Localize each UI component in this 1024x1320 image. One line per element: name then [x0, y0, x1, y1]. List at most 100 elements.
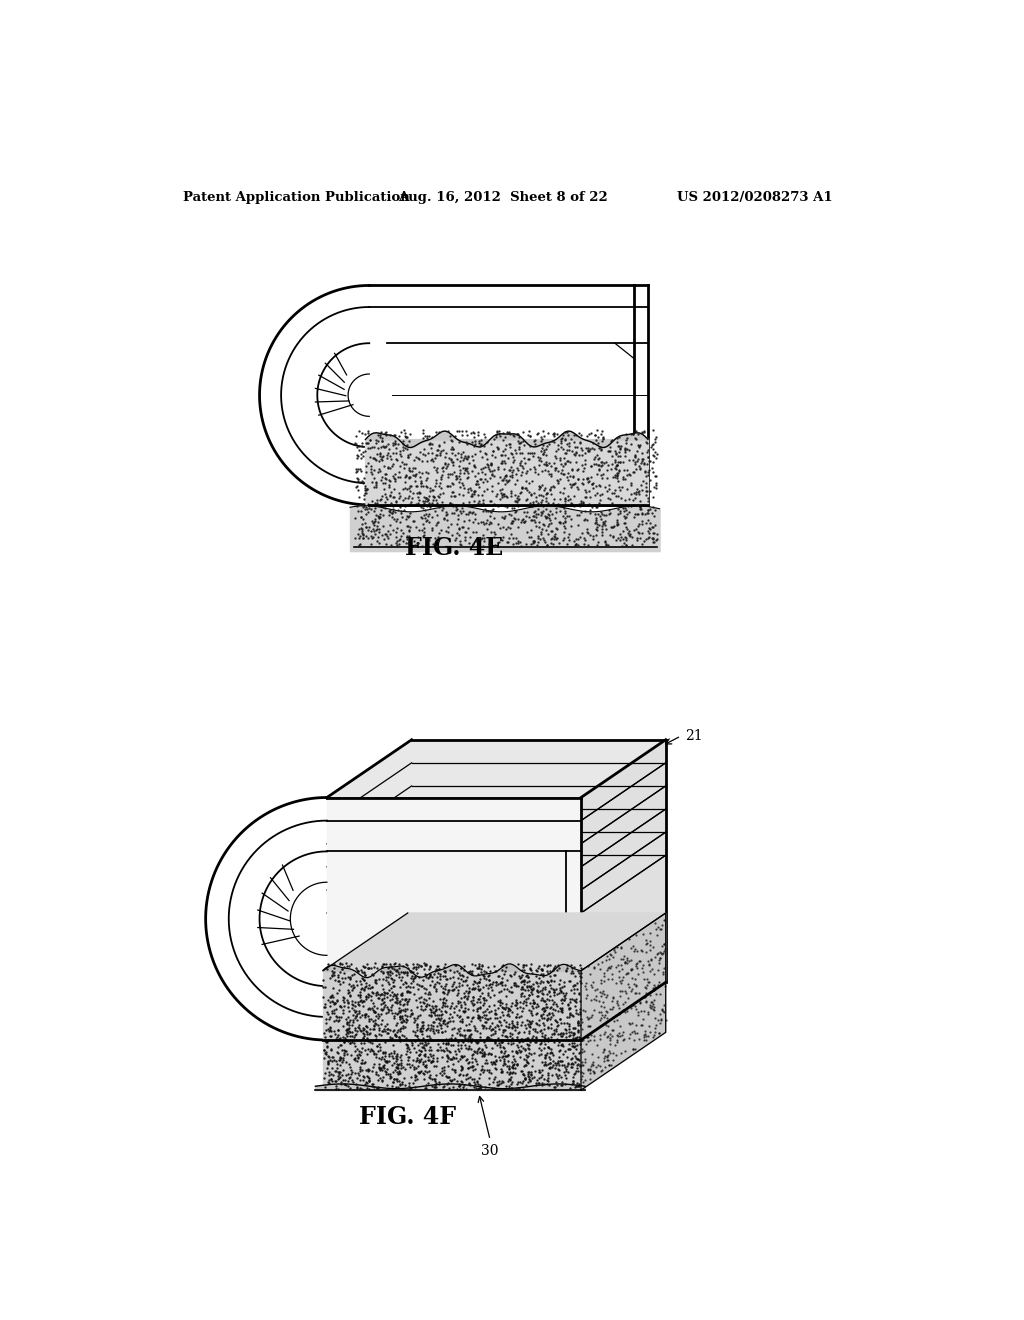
Point: [538, 454, 554, 475]
Point: [398, 1010, 415, 1031]
Point: [559, 506, 575, 527]
Point: [484, 1019, 501, 1040]
Point: [411, 1049, 427, 1071]
Point: [509, 424, 525, 445]
Point: [412, 991, 428, 1012]
Point: [442, 1041, 459, 1063]
Point: [336, 962, 352, 983]
Point: [502, 1069, 518, 1090]
Point: [551, 1031, 567, 1052]
Point: [399, 434, 416, 455]
Point: [352, 970, 369, 991]
Point: [602, 1053, 618, 1074]
Point: [473, 528, 489, 549]
Point: [468, 474, 484, 495]
Point: [609, 994, 626, 1015]
Point: [543, 970, 559, 991]
Point: [467, 972, 483, 993]
Point: [550, 954, 566, 975]
Point: [470, 474, 486, 495]
Point: [452, 466, 468, 487]
Point: [563, 958, 580, 979]
Point: [541, 1057, 557, 1078]
Point: [423, 1005, 439, 1026]
Point: [571, 1015, 588, 1036]
Point: [433, 1015, 450, 1036]
Point: [477, 1036, 494, 1057]
Point: [418, 954, 434, 975]
Point: [591, 459, 607, 480]
Point: [444, 451, 461, 473]
Point: [356, 478, 373, 499]
Point: [539, 507, 555, 528]
Point: [456, 1076, 472, 1097]
Point: [360, 1068, 377, 1089]
Point: [639, 1001, 655, 1022]
Point: [617, 424, 634, 445]
Point: [479, 1027, 496, 1048]
Point: [315, 997, 332, 1018]
Point: [571, 1076, 588, 1097]
Point: [472, 469, 488, 490]
Point: [610, 513, 627, 535]
Point: [493, 1035, 509, 1056]
Point: [429, 492, 445, 513]
Point: [464, 978, 480, 999]
Point: [427, 960, 443, 981]
Point: [343, 975, 359, 997]
Point: [473, 982, 489, 1003]
Point: [629, 1023, 645, 1044]
Point: [367, 1010, 383, 1031]
Point: [381, 1043, 397, 1064]
Point: [375, 1020, 391, 1041]
Point: [565, 432, 582, 453]
Point: [611, 1015, 628, 1036]
Point: [406, 511, 422, 532]
Point: [365, 1018, 381, 1039]
Point: [316, 1040, 333, 1061]
Point: [355, 1020, 372, 1041]
Point: [495, 1005, 511, 1026]
Point: [436, 954, 453, 975]
Point: [475, 500, 492, 521]
Point: [480, 965, 497, 986]
Point: [340, 982, 356, 1003]
Point: [496, 1045, 512, 1067]
Point: [436, 975, 453, 997]
Point: [595, 981, 611, 1002]
Point: [597, 1022, 613, 1043]
Point: [503, 436, 519, 457]
Point: [430, 511, 446, 532]
Point: [501, 1057, 517, 1078]
Point: [399, 445, 416, 466]
Point: [585, 1051, 601, 1072]
Point: [415, 970, 431, 991]
Point: [472, 991, 488, 1012]
Point: [641, 953, 657, 974]
Point: [553, 428, 569, 449]
Point: [500, 1030, 516, 1051]
Point: [616, 953, 633, 974]
Point: [474, 458, 490, 479]
Point: [413, 1020, 429, 1041]
Point: [472, 1064, 488, 1085]
Point: [456, 447, 472, 469]
Point: [546, 1077, 562, 1098]
Point: [409, 958, 425, 979]
Point: [402, 467, 419, 488]
Point: [525, 531, 542, 552]
Point: [457, 986, 473, 1007]
Point: [493, 1015, 509, 1036]
Point: [440, 463, 457, 484]
Point: [481, 1001, 498, 1022]
Point: [525, 494, 542, 515]
Point: [552, 1040, 568, 1061]
Point: [385, 1019, 401, 1040]
Point: [632, 527, 648, 548]
Point: [602, 956, 618, 977]
Point: [316, 1041, 333, 1063]
Point: [570, 962, 587, 983]
Point: [359, 494, 376, 515]
Point: [412, 467, 428, 488]
Point: [552, 482, 568, 503]
